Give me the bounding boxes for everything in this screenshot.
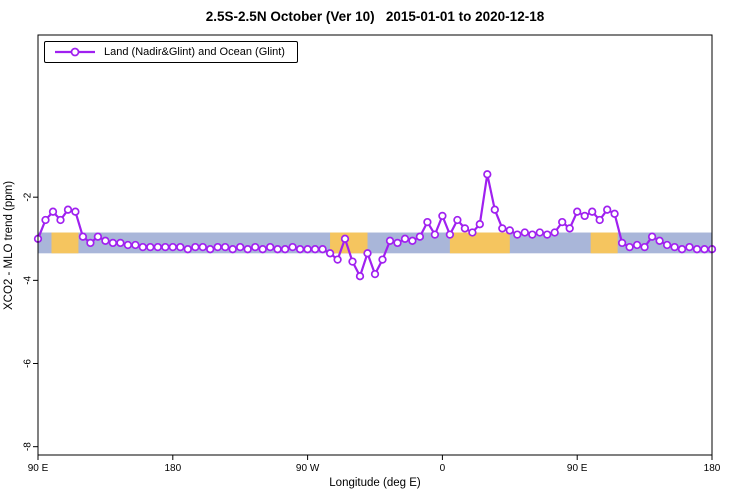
svg-text:0: 0	[440, 463, 446, 474]
legend-line-marker-icon	[55, 47, 95, 57]
svg-text:-2: -2	[23, 192, 34, 201]
svg-text:-4: -4	[23, 275, 34, 284]
svg-text:90 W: 90 W	[296, 463, 320, 474]
svg-text:90 E: 90 E	[28, 463, 49, 474]
svg-text:-6: -6	[23, 359, 34, 368]
y-axis-label: XCO2 - MLO trend (ppm)	[3, 180, 15, 310]
svg-text:180: 180	[704, 463, 721, 474]
x-axis-label: Longitude (deg E)	[329, 477, 421, 489]
svg-text:-8: -8	[23, 442, 34, 451]
svg-text:90 E: 90 E	[567, 463, 588, 474]
chart-legend: Land (Nadir&Glint) and Ocean (Glint)	[44, 41, 298, 63]
legend-label: Land (Nadir&Glint) and Ocean (Glint)	[104, 46, 285, 58]
svg-text:180: 180	[164, 463, 181, 474]
chart-title: 2.5S-2.5N October (Ver 10) 2015-01-01 to…	[205, 9, 545, 24]
